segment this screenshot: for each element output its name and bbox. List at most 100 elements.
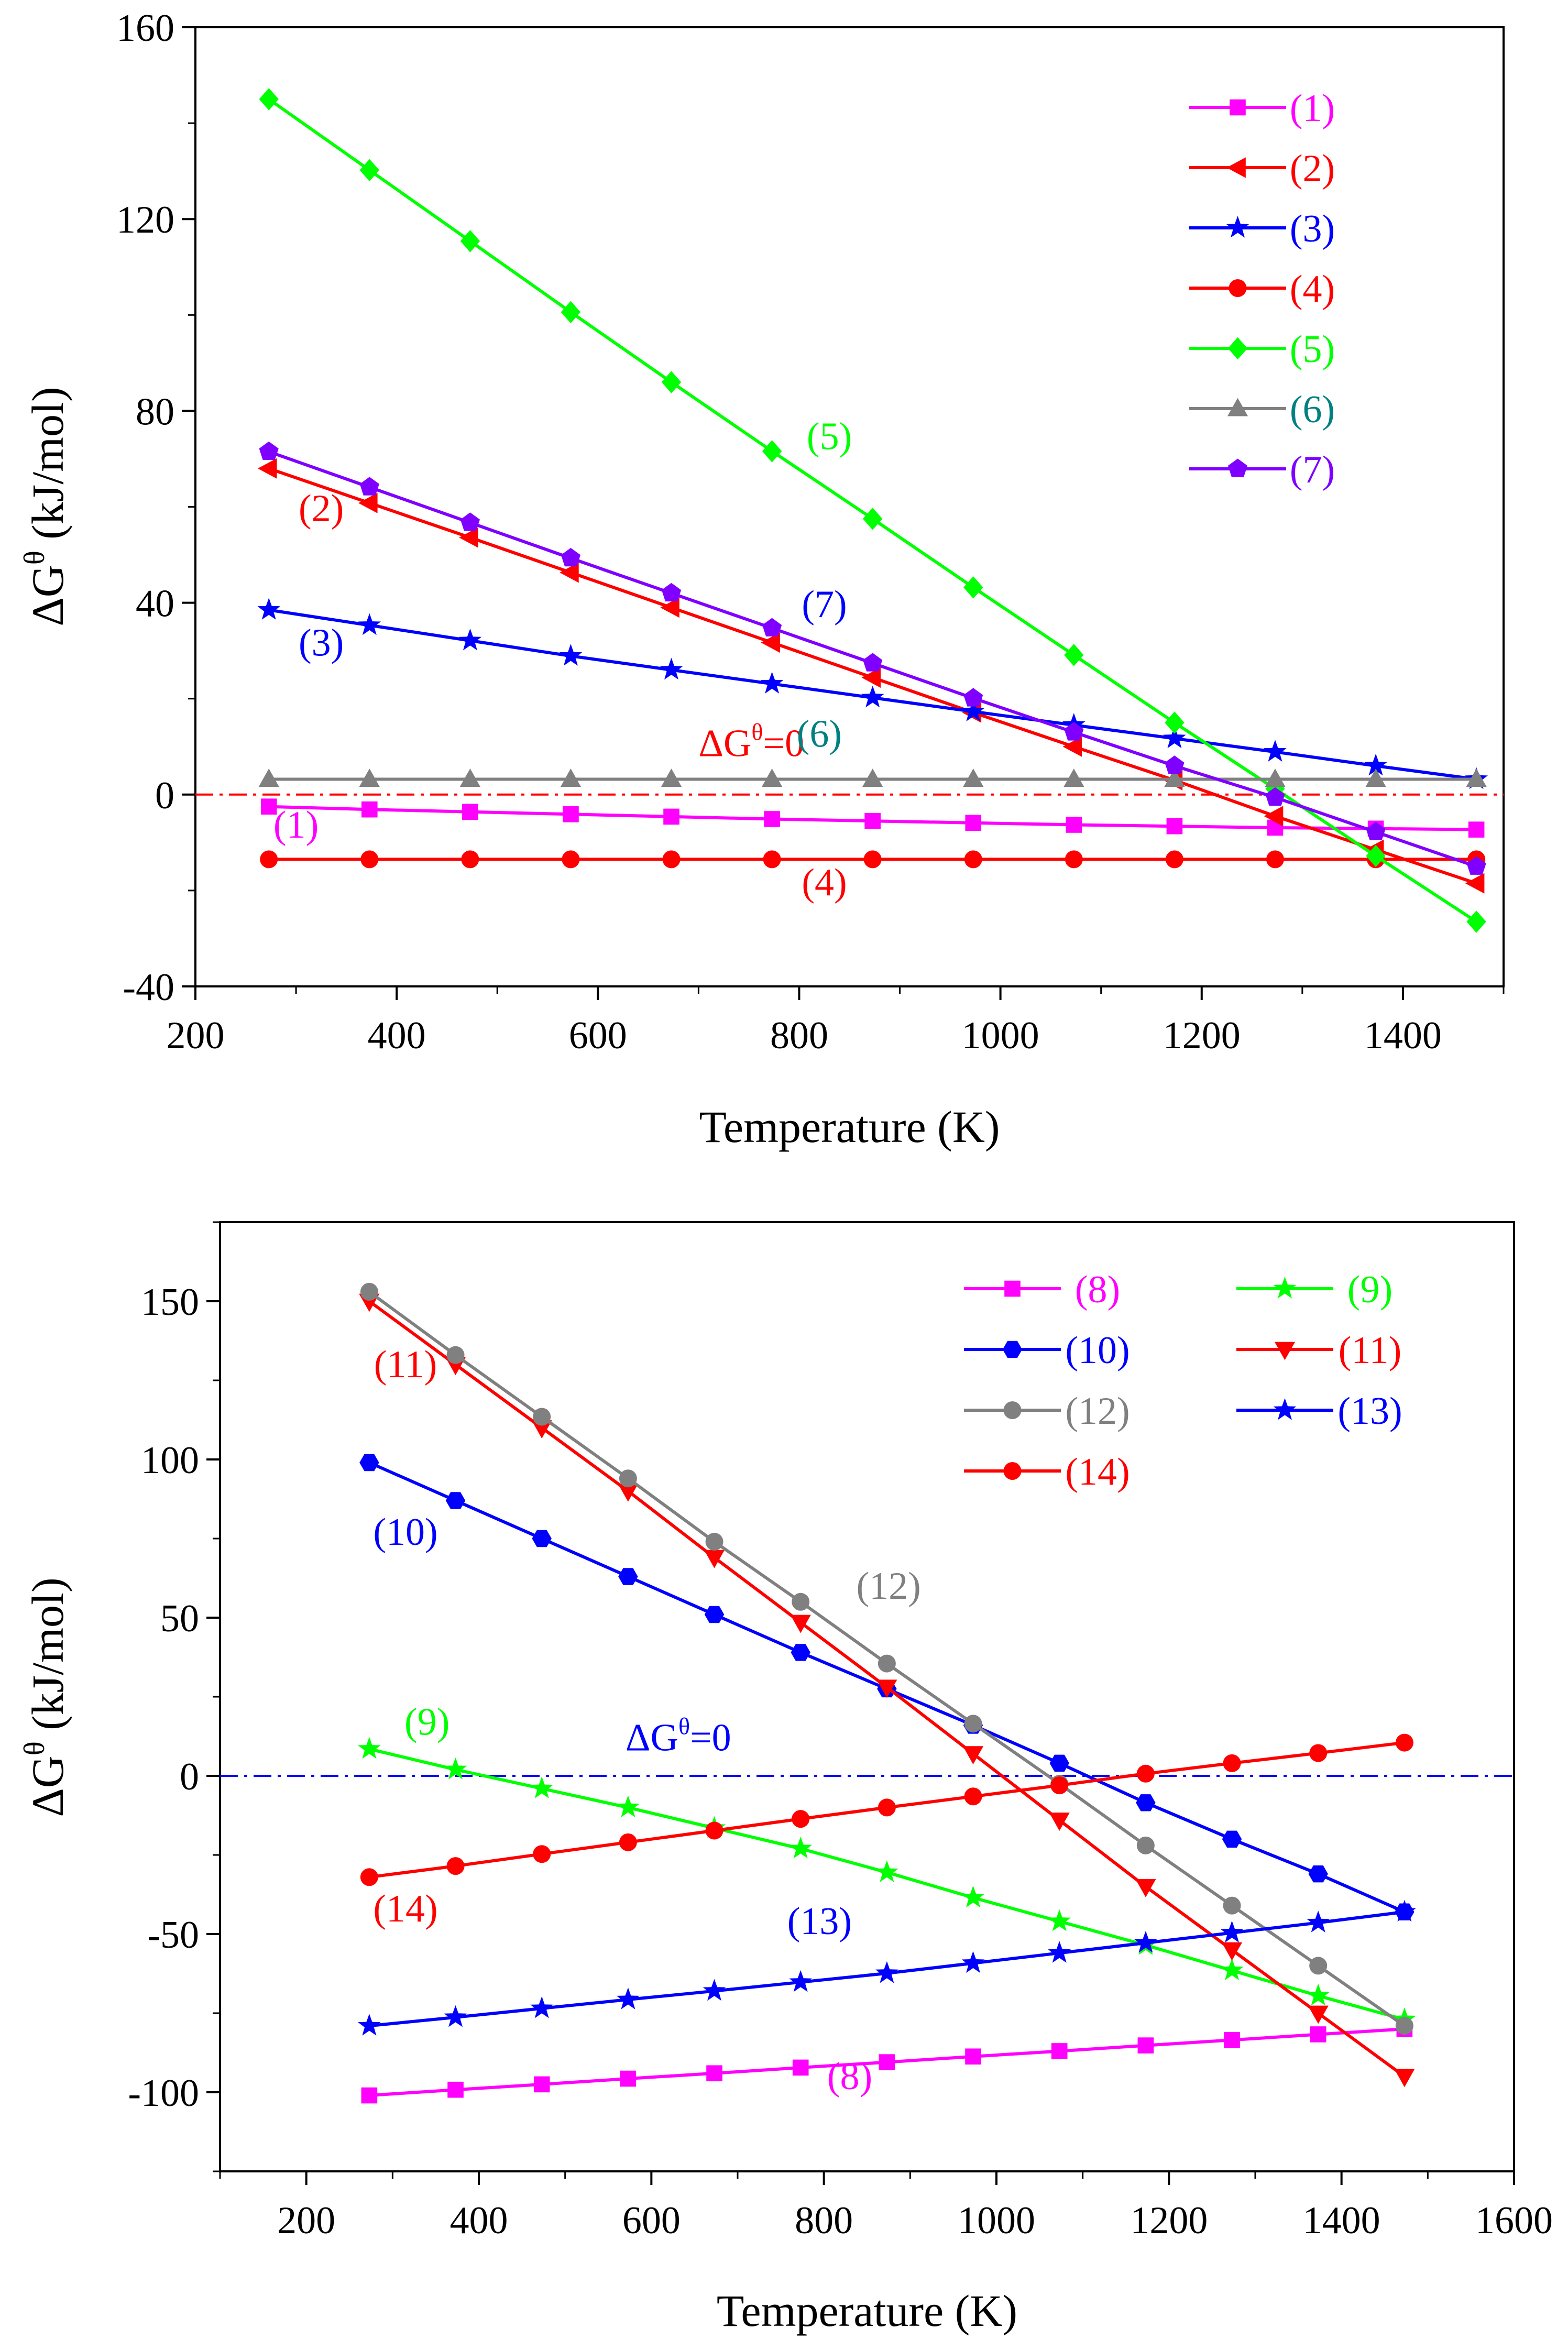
data-point	[359, 1454, 379, 1472]
data-point	[703, 1979, 726, 2001]
data-point	[961, 1885, 985, 1908]
data-point	[560, 562, 579, 583]
legend-label: (8)	[1075, 1268, 1120, 1311]
y-tick-label: 50	[160, 1597, 199, 1640]
legend-entry: (14)	[964, 1451, 1130, 1494]
zero-reference-label: ΔGθ=0	[626, 1713, 731, 1760]
data-point	[762, 618, 782, 636]
data-point	[1264, 740, 1287, 762]
series-annotation: (5)	[807, 415, 852, 458]
data-point	[1266, 850, 1284, 869]
series-13	[358, 1899, 1416, 2036]
data-point	[459, 527, 478, 548]
data-point	[706, 2065, 722, 2082]
data-point	[530, 1776, 553, 1798]
data-point	[878, 1654, 896, 1673]
data-point	[1222, 1830, 1242, 1848]
x-tick-label: 200	[167, 1014, 225, 1057]
series-annotation: (7)	[802, 583, 847, 626]
legend-label: (1)	[1290, 87, 1335, 130]
data-point	[661, 768, 682, 787]
data-point	[360, 850, 379, 869]
data-point	[789, 1837, 812, 1859]
data-point	[875, 1860, 898, 1882]
data-point	[444, 2005, 467, 2027]
data-point	[619, 1833, 637, 1851]
y-tick-label: 0	[155, 774, 174, 817]
data-point	[964, 1787, 982, 1806]
series-3	[257, 598, 1488, 789]
data-point	[1220, 1958, 1244, 1980]
data-point	[1365, 768, 1386, 787]
data-point	[1135, 1879, 1156, 1897]
data-point	[760, 672, 784, 694]
legend-label: (11)	[1339, 1329, 1402, 1372]
data-point	[360, 1282, 378, 1301]
zero-reference-label: ΔGθ=0	[698, 718, 804, 765]
data-point	[1265, 768, 1286, 787]
x-tick-label: 600	[622, 2199, 681, 2242]
data-point	[1163, 726, 1186, 749]
data-point	[863, 508, 883, 530]
series-line	[369, 1747, 1405, 2021]
data-point	[1166, 818, 1183, 834]
data-point	[863, 850, 882, 869]
data-point	[458, 629, 482, 651]
data-point	[762, 768, 783, 787]
data-point	[532, 1530, 552, 1547]
x-tick-label: 1200	[1163, 1014, 1241, 1057]
data-point	[762, 440, 782, 463]
legend-label: (3)	[1290, 207, 1335, 250]
data-point	[863, 653, 883, 672]
data-point	[561, 301, 581, 324]
legend-entry: (2)	[1189, 147, 1335, 190]
legend-label: (6)	[1290, 388, 1335, 431]
data-point	[533, 1408, 551, 1426]
data-point	[1466, 910, 1486, 933]
data-point	[1393, 1899, 1416, 1922]
data-point	[259, 88, 279, 111]
y-tick-label: 40	[136, 583, 174, 625]
y-axis-title-base: ΔG	[23, 1755, 73, 1817]
legend-entry: (11)	[1236, 1329, 1401, 1372]
data-point	[260, 850, 278, 869]
data-point	[961, 1951, 985, 1973]
data-point	[1136, 1836, 1155, 1854]
data-point	[663, 808, 679, 825]
x-tick-label: 1600	[1475, 2199, 1553, 2242]
data-point	[791, 1644, 810, 1661]
data-point	[359, 477, 379, 496]
legend-label: (14)	[1065, 1451, 1130, 1494]
data-point	[617, 1987, 640, 2009]
data-point	[961, 699, 985, 721]
data-point	[563, 806, 579, 822]
data-point	[705, 1533, 723, 1551]
y-axis-title-unit: (kJ/mol)	[23, 1577, 73, 1741]
data-point	[620, 2070, 637, 2087]
x-tick-label: 800	[770, 1014, 828, 1057]
y-tick-label: -100	[128, 2072, 199, 2115]
legend-entry: (5)	[1189, 328, 1335, 371]
y-axis-title-sup: θ	[18, 1741, 51, 1755]
y-tick-label: -40	[123, 966, 174, 1009]
data-point	[1465, 873, 1485, 894]
x-axis-title: Temperature (K)	[699, 1102, 1000, 1152]
data-point	[964, 850, 982, 869]
data-point	[1307, 1983, 1330, 2006]
data-point	[1134, 1931, 1157, 1953]
data-point	[1165, 850, 1183, 869]
data-point	[1264, 806, 1284, 827]
legend-label: (2)	[1290, 147, 1335, 190]
series-4	[260, 850, 1486, 869]
legend-entry: (9)	[1236, 1268, 1392, 1311]
data-point	[459, 768, 480, 787]
data-point	[533, 1845, 551, 1863]
data-point	[1307, 1910, 1330, 1932]
zero-reference-label-base: ΔG	[626, 1717, 678, 1760]
data-point	[705, 1821, 723, 1840]
data-point	[661, 583, 682, 602]
y-tick-label: -50	[147, 1914, 199, 1957]
data-point	[789, 1970, 812, 1992]
series-annotation: (3)	[299, 621, 344, 664]
data-point	[1136, 1794, 1156, 1811]
